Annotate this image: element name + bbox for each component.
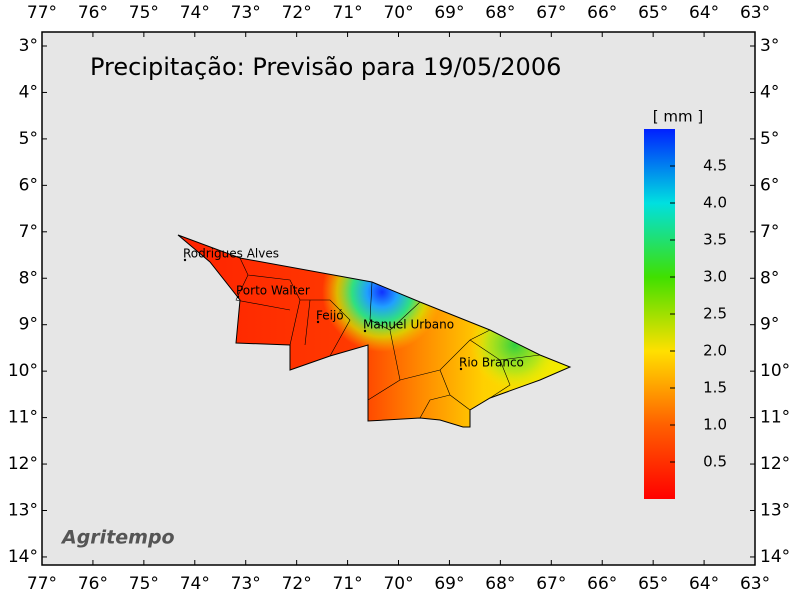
lon-tick-label: 67° [536,574,566,594]
lat-tick-label: 3° [760,36,779,56]
lon-tick-label: 73° [231,3,261,23]
colorbar-unit: [ mm ] [653,108,703,126]
lon-tick-label: 71° [333,574,363,594]
city-marker [363,329,367,333]
lat-tick-label: 9° [19,315,38,335]
colorbar-tick-label: 4.5 [703,157,727,175]
lon-tick-label: 77° [27,574,57,594]
lon-tick-label: 66° [587,574,617,594]
lon-tick-label: 70° [383,3,413,23]
city-marker [316,320,320,324]
colorbar-tick-label: 1.0 [703,416,727,434]
lon-tick-label: 64° [689,574,719,594]
lat-tick-label: 12° [8,454,38,474]
lon-tick-label: 75° [129,574,159,594]
lon-tick-label: 64° [689,3,719,23]
city-marker [459,367,463,371]
colorbar [644,129,675,499]
lat-tick-label: 7° [760,222,779,242]
map-title: Precipitação: Previsão para 19/05/2006 [90,53,561,81]
lon-tick-label: 65° [638,3,668,23]
lon-tick-label: 77° [27,3,57,23]
city-label: Rio Branco [459,356,524,370]
colorbar-tick-label: 3.5 [703,231,727,249]
lon-tick-label: 69° [434,574,464,594]
lon-tick-label: 70° [383,574,413,594]
lat-tick-label: 14° [8,547,38,567]
lon-tick-label: 76° [78,3,108,23]
city-marker [236,295,240,299]
colorbar-tick-label: 4.0 [703,194,727,212]
lon-tick-label: 66° [587,3,617,23]
lon-tick-label: 68° [485,3,515,23]
lat-tick-label: 10° [8,361,38,381]
lat-tick-label: 5° [19,129,38,149]
city-label: Rodrigues Alves [183,247,279,261]
lon-tick-label: 75° [129,3,159,23]
city-label: Manuel Urbano [363,318,454,332]
state-border [177,234,572,428]
colorbar-tick-label: 2.5 [703,305,727,323]
lon-tick-label: 63° [740,574,770,594]
credit: Agritempo [60,527,175,549]
lat-tick-label: 10° [760,361,790,381]
lon-tick-label: 65° [638,574,668,594]
lon-tick-label: 67° [536,3,566,23]
lon-tick-label: 73° [231,574,261,594]
lat-tick-label: 13° [760,501,790,521]
lon-tick-label: 72° [282,3,312,23]
lat-tick-label: 8° [19,268,38,288]
lat-tick-label: 6° [19,175,38,195]
colorbar-tick-label: 0.5 [703,453,727,471]
lon-tick-label: 63° [740,3,770,23]
lat-tick-label: 5° [760,129,779,149]
city-label: Feijó [316,309,344,323]
lon-tick-label: 69° [434,3,464,23]
lat-tick-label: 8° [760,268,779,288]
colorbar-tick-label: 2.0 [703,342,727,360]
lat-tick-label: 14° [760,547,790,567]
lat-tick-label: 4° [19,82,38,102]
lon-tick-label: 74° [180,574,210,594]
municipal-borders [235,257,541,419]
colorbar-tick-label: 3.0 [703,268,727,286]
lat-tick-label: 11° [760,408,790,428]
lat-tick-label: 6° [760,175,779,195]
lat-tick-label: 3° [19,36,38,56]
lon-tick-label: 76° [78,574,108,594]
lat-tick-label: 7° [19,222,38,242]
lat-tick-label: 13° [8,501,38,521]
lat-tick-label: 12° [760,454,790,474]
lat-tick-label: 4° [760,82,779,102]
lon-tick-label: 74° [180,3,210,23]
lon-tick-label: 68° [485,574,515,594]
city-marker [183,258,187,262]
lon-tick-label: 72° [282,574,312,594]
lon-tick-label: 71° [333,3,363,23]
colorbar-tick-label: 1.5 [703,379,727,397]
lat-tick-label: 9° [760,315,779,335]
lat-tick-label: 11° [8,408,38,428]
city-label: Porto Walter [236,284,310,298]
